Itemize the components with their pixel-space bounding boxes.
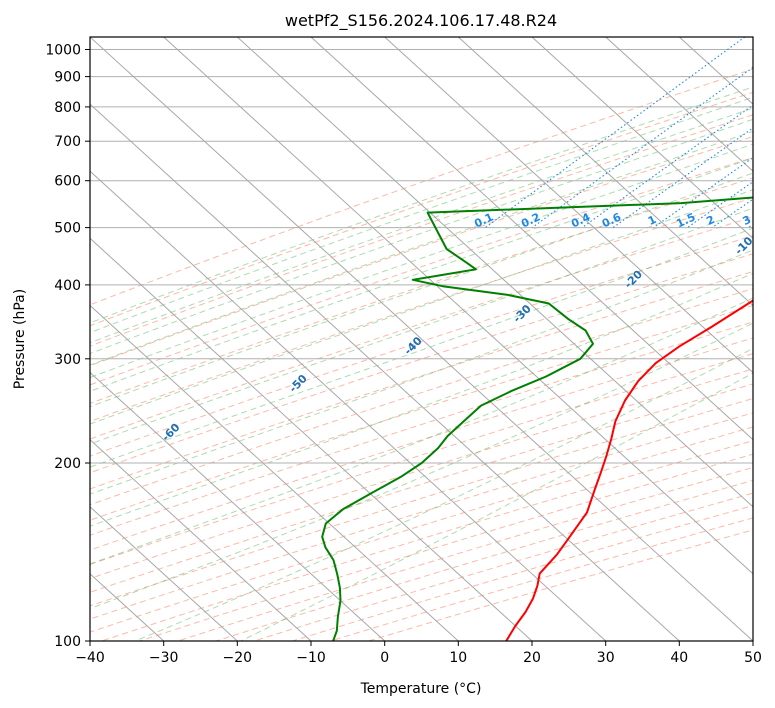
- profile-series: [321, 196, 753, 641]
- dry-adiabat-line: [90, 368, 753, 580]
- isotherm-gridline: [163, 37, 753, 575]
- isotherm-gridline: [90, 237, 533, 641]
- x-tick-label: 10: [449, 650, 467, 666]
- isotherm-gridline: [90, 506, 238, 641]
- moist-adiabat-line: [90, 130, 753, 366]
- isotherm-gridline: [605, 37, 753, 172]
- isotherm-gridline: [90, 371, 386, 641]
- mixing-ratio-lines: [484, 37, 753, 229]
- skewed-isotherms: [90, 37, 753, 641]
- x-axis-title: Temperature (°C): [360, 681, 482, 697]
- y-tick-label: 600: [54, 174, 81, 190]
- x-tick-label: 0: [380, 650, 389, 666]
- x-tick-label: −20: [223, 650, 253, 666]
- x-tick-label: 20: [523, 650, 541, 666]
- moist-adiabat-line: [240, 372, 753, 641]
- dry-adiabat-line: [90, 288, 753, 506]
- y-axis-ticks: 100 200 300 400 500 600 700 800 900 1000: [45, 43, 90, 650]
- dry-adiabat-line: [90, 197, 753, 422]
- dry-adiabat-line: [90, 156, 753, 386]
- x-tick-label: −40: [75, 650, 105, 666]
- isotherm-gridline: [90, 37, 753, 641]
- temperature-profile-line: [505, 299, 753, 641]
- dry-adiabat-line: [90, 68, 753, 306]
- moist-adiabat-line: [90, 189, 753, 425]
- moist-adiabat-line: [90, 107, 753, 344]
- y-tick-label: 1000: [45, 43, 81, 59]
- y-tick-label: 800: [54, 100, 81, 116]
- y-tick-label: 400: [54, 278, 81, 294]
- moist-adiabat-line: [90, 172, 753, 408]
- moist-adiabat-line: [90, 272, 753, 527]
- mixing-ratio-line: [484, 37, 746, 229]
- dewpoint-profile-line: [321, 196, 753, 641]
- isotherm-gridline: [90, 438, 312, 641]
- y-tick-label: 100: [54, 634, 81, 650]
- isotherm-gridline: [236, 37, 753, 508]
- moist-adiabat-line: [90, 118, 753, 355]
- y-axis-title: Pressure (hPa): [12, 289, 28, 389]
- dry-adiabat-line: [90, 383, 753, 593]
- plot-frame: [89, 36, 754, 642]
- isotherm-gridline: [90, 103, 680, 641]
- mixing-ratio-line: [531, 66, 753, 229]
- y-tick-label: 700: [54, 134, 81, 150]
- y-tick-label: 500: [54, 221, 81, 237]
- y-tick-label: 900: [54, 70, 81, 86]
- isotherm-gridline: [384, 37, 753, 374]
- moist-adiabats: [90, 86, 753, 641]
- moist-adiabat-line: [90, 96, 753, 334]
- moist-adiabat-line: [90, 143, 753, 379]
- x-tick-label: −30: [149, 650, 179, 666]
- chart-title: wetPf2_S156.2024.106.17.48.R24: [285, 11, 557, 31]
- y-tick-label: 300: [54, 352, 81, 368]
- moist-adiabat-line: [90, 86, 753, 324]
- x-tick-label: −10: [296, 650, 326, 666]
- dry-adiabat-line: [90, 253, 753, 474]
- isotherm-gridline: [531, 37, 753, 240]
- moist-adiabat-line: [90, 207, 753, 445]
- isotherm-gridline: [90, 170, 607, 641]
- mixing-ratio-line: [653, 156, 753, 229]
- y-tick-label: 200: [54, 456, 81, 472]
- moist-adiabat-line: [90, 249, 753, 495]
- dry-adiabat-line: [90, 337, 753, 551]
- x-tick-label: 50: [744, 650, 762, 666]
- dry-adiabat-line: [90, 305, 753, 521]
- x-tick-label: 40: [670, 650, 688, 666]
- isotherm-gridline: [457, 37, 753, 307]
- isotherm-gridline: [90, 304, 459, 641]
- moist-adiabat-line: [90, 157, 753, 392]
- x-axis-ticks: −40 −30 −20 −10 0 10 20 30 40 50: [75, 641, 762, 666]
- moist-adiabat-line: [134, 347, 753, 641]
- dry-adiabat-line: [90, 177, 753, 404]
- isotherm-gridline: [310, 37, 753, 441]
- x-tick-label: 30: [597, 650, 615, 666]
